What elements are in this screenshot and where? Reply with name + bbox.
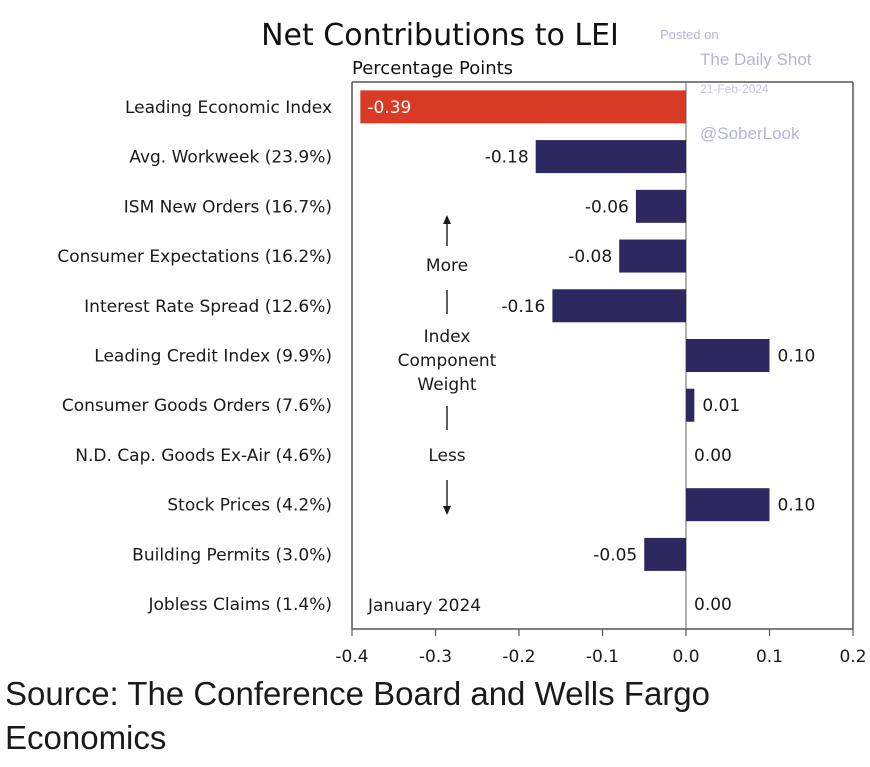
category-label: Interest Rate Spread (12.6%): [84, 297, 332, 317]
category-label: Avg. Workweek (23.9%): [129, 148, 332, 168]
data-label: 0.10: [778, 496, 816, 516]
data-label: -0.39: [367, 98, 411, 118]
x-tick-label: 0.0: [672, 647, 699, 667]
arrow-down-icon: [443, 506, 451, 515]
chart-subtitle: Percentage Points: [352, 58, 514, 79]
data-label: -0.05: [593, 545, 637, 565]
watermark-handle: @SoberLook: [700, 124, 800, 143]
category-label: Consumer Goods Orders (7.6%): [62, 396, 332, 416]
arrow-up-icon: [443, 215, 451, 224]
annotation-less: Less: [428, 446, 465, 466]
x-tick-label: -0.2: [502, 647, 535, 667]
bar: [644, 537, 686, 571]
annotation-weight: Weight: [417, 375, 477, 395]
data-label: -0.18: [485, 148, 529, 168]
category-label: Leading Credit Index (9.9%): [94, 347, 332, 367]
category-label: Stock Prices (4.2%): [167, 496, 332, 516]
data-label: 0.10: [778, 347, 816, 367]
bar: [686, 488, 770, 522]
source-note: Source: The Conference Board and Wells F…: [5, 675, 711, 756]
x-tick-label: -0.3: [419, 647, 452, 667]
bar: [686, 339, 770, 372]
category-label: N.D. Cap. Goods Ex-Air (4.6%): [75, 446, 332, 466]
x-tick-label: 0.2: [839, 647, 866, 667]
data-label: 0.00: [694, 595, 732, 615]
data-label: -0.08: [568, 247, 612, 267]
bar: [535, 140, 686, 174]
data-label: -0.06: [585, 197, 629, 217]
data-label: 0.01: [702, 396, 740, 416]
data-label: 0.00: [694, 446, 732, 466]
chart-title: Net Contributions to LEI: [261, 18, 619, 53]
x-tick-label: 0.1: [756, 647, 783, 667]
annotation-period: January 2024: [367, 596, 481, 616]
x-tick-label: -0.4: [335, 647, 368, 667]
bar: [552, 289, 686, 323]
annotation-component: Component: [398, 351, 497, 371]
watermark-site: The Daily Shot: [700, 50, 812, 69]
bar: [686, 388, 695, 422]
category-label: Consumer Expectations (16.2%): [57, 247, 332, 267]
annotation-more: More: [426, 256, 468, 276]
category-label: Leading Economic Index: [125, 98, 332, 118]
bar: [360, 90, 686, 124]
watermark-posted-on: Posted on: [660, 27, 719, 42]
watermark-date: 21-Feb-2024: [700, 82, 769, 96]
bar: [619, 239, 686, 273]
bar: [635, 189, 686, 223]
category-label: Building Permits (3.0%): [132, 545, 332, 565]
annotation-index: Index: [424, 327, 471, 347]
category-label: ISM New Orders (16.7%): [124, 197, 332, 217]
category-label: Jobless Claims (1.4%): [147, 595, 332, 615]
x-tick-label: -0.1: [586, 647, 619, 667]
data-label: -0.16: [501, 297, 545, 317]
